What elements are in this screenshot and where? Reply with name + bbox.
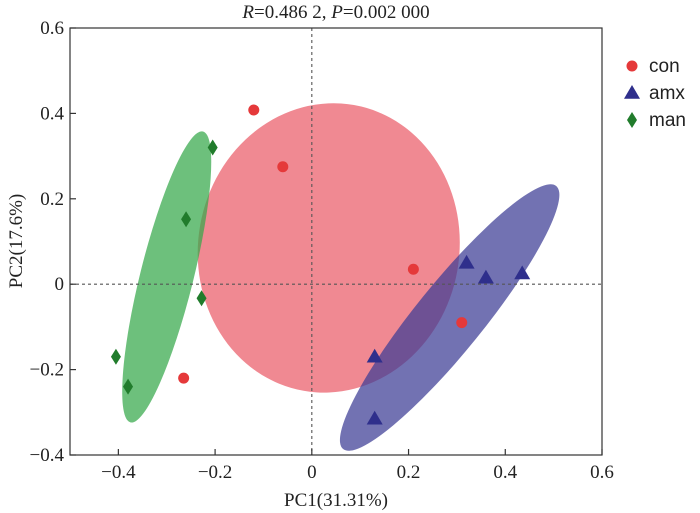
x-tick-label: 0.6 <box>590 462 614 483</box>
legend-label-man: man <box>649 110 686 131</box>
legend: con amx man <box>624 56 686 131</box>
x-tick-label: −0.2 <box>198 462 232 483</box>
y-axis-title: PC2(17.6%) <box>6 194 27 288</box>
confidence-ellipses <box>105 82 583 470</box>
legend-label-amx: amx <box>649 83 685 104</box>
x-tick-label: 0.4 <box>493 462 517 483</box>
legend-label-con: con <box>649 56 680 77</box>
pca-chart: R=0.486 2, P=0.002 000 −0.4 −0.2 0 0.2 0.4 0.… <box>0 0 700 513</box>
point-con <box>178 373 189 384</box>
y-tick-label: −0.2 <box>30 360 64 381</box>
legend-marker-man <box>627 112 637 128</box>
y-tick-label: 0.6 <box>40 18 64 39</box>
y-tick-label: 0 <box>55 274 65 295</box>
point-con <box>408 264 419 275</box>
y-tick-label: −0.4 <box>30 445 65 466</box>
y-tick-label: 0.2 <box>40 189 64 210</box>
point-con <box>248 104 259 115</box>
legend-marker-con <box>627 61 638 72</box>
legend-marker-amx <box>624 85 640 99</box>
point-man <box>111 349 121 365</box>
x-tick-label: −0.4 <box>101 462 136 483</box>
x-tick-label: 0 <box>307 462 317 483</box>
chart-title: R=0.486 2, P=0.002 000 <box>241 2 429 23</box>
x-tick-label: 0.2 <box>397 462 421 483</box>
y-tick-label: 0.4 <box>40 103 64 124</box>
point-con <box>277 161 288 172</box>
point-con <box>456 317 467 328</box>
x-axis-title: PC1(31.31%) <box>284 490 388 511</box>
